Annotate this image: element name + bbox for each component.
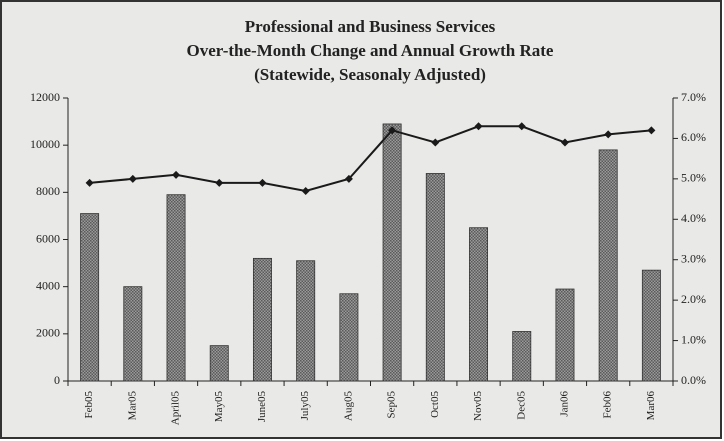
y-tick-label: 12000 bbox=[30, 90, 60, 104]
y-tick-label: 0 bbox=[54, 373, 60, 387]
y-tick-label: 2000 bbox=[36, 326, 60, 340]
y2-tick-label: 1.0% bbox=[681, 332, 706, 346]
y2-tick-label: 0.0% bbox=[681, 373, 706, 387]
line-marker bbox=[85, 178, 94, 187]
x-tick-label: April05 bbox=[170, 391, 182, 426]
line-marker bbox=[172, 170, 181, 179]
bar bbox=[296, 260, 316, 382]
bar bbox=[555, 288, 575, 382]
x-tick-label: Oct05 bbox=[429, 391, 441, 418]
x-tick-label: June05 bbox=[256, 391, 268, 423]
bar bbox=[598, 149, 618, 382]
line-marker bbox=[388, 126, 397, 135]
bar bbox=[425, 173, 445, 382]
line-marker bbox=[301, 186, 310, 195]
bar bbox=[252, 257, 272, 382]
y2-tick-label: 4.0% bbox=[681, 211, 706, 225]
bar bbox=[80, 213, 100, 382]
line-marker bbox=[431, 138, 440, 147]
y2-tick-label: 7.0% bbox=[681, 90, 706, 104]
bar bbox=[469, 227, 489, 382]
bar bbox=[641, 269, 661, 382]
x-tick-label: July05 bbox=[299, 391, 311, 421]
x-tick-label: Nov05 bbox=[472, 391, 484, 421]
line-marker bbox=[215, 178, 224, 187]
x-tick-label: Aug05 bbox=[342, 391, 354, 421]
y-tick-label: 10000 bbox=[30, 137, 60, 151]
y2-tick-label: 5.0% bbox=[681, 171, 706, 185]
chart-title: Professional and Business Services bbox=[245, 17, 496, 36]
bar bbox=[512, 331, 532, 382]
bar bbox=[166, 194, 186, 382]
x-tick-label: May05 bbox=[213, 391, 225, 423]
line-marker bbox=[604, 130, 613, 139]
line-marker bbox=[344, 174, 353, 183]
y2-tick-label: 3.0% bbox=[681, 251, 706, 265]
x-tick-label: Mar05 bbox=[126, 391, 138, 421]
bar bbox=[339, 293, 359, 382]
x-tick-label: Dec05 bbox=[515, 391, 527, 420]
line bbox=[89, 125, 652, 193]
y-tick-label: 4000 bbox=[36, 278, 60, 292]
bar bbox=[382, 123, 402, 382]
chart-title: Over-the-Month Change and Annual Growth … bbox=[187, 41, 554, 60]
line-marker bbox=[474, 122, 483, 131]
y-tick-label: 8000 bbox=[36, 184, 60, 198]
line-marker bbox=[647, 126, 656, 135]
bar bbox=[209, 345, 229, 382]
x-tick-label: Feb06 bbox=[602, 391, 614, 419]
x-tick-label: Mar06 bbox=[645, 391, 657, 421]
line-marker bbox=[560, 138, 569, 147]
line-marker bbox=[258, 178, 267, 187]
y-tick-label: 6000 bbox=[36, 231, 60, 245]
x-tick-label: Jan06 bbox=[558, 391, 570, 417]
x-tick-label: Feb05 bbox=[83, 391, 95, 419]
y2-tick-label: 2.0% bbox=[681, 292, 706, 306]
chart-title: (Statewide, Seasonaly Adjusted) bbox=[254, 65, 486, 84]
bar bbox=[123, 286, 143, 382]
line-marker bbox=[517, 122, 526, 131]
y2-tick-label: 6.0% bbox=[681, 130, 706, 144]
line-marker bbox=[128, 174, 137, 183]
x-tick-label: Sep05 bbox=[386, 391, 398, 419]
